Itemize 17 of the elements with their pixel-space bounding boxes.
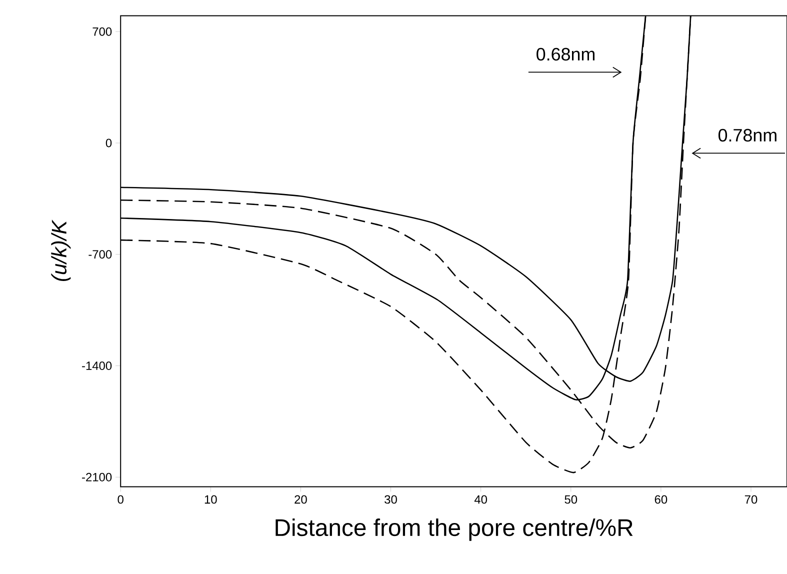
y-axis-title: (u/k)/K (51, 220, 71, 282)
annotation: 0.78nm (718, 128, 776, 142)
y-tick-label: 700 (92, 27, 112, 36)
x-tick-label: 50 (564, 495, 578, 504)
y-tick-label: -2100 (82, 472, 112, 482)
annotation: 0.68nm (536, 48, 594, 61)
x-tick-label: 40 (474, 495, 488, 504)
y-tick-label: -1400 (82, 362, 112, 370)
x-tick-label: 20 (294, 495, 307, 504)
x-tick-label: 0 (118, 495, 124, 504)
x-axis-title: Distance from the pore centre/%R (276, 518, 633, 541)
y-tick-label: 0 (106, 138, 112, 148)
x-tick-label: 10 (204, 495, 217, 504)
x-tick-label: 60 (654, 495, 668, 504)
x-tick-label: 70 (744, 495, 758, 504)
y-tick-label: -700 (88, 250, 112, 259)
x-tick-label: 30 (384, 495, 397, 504)
